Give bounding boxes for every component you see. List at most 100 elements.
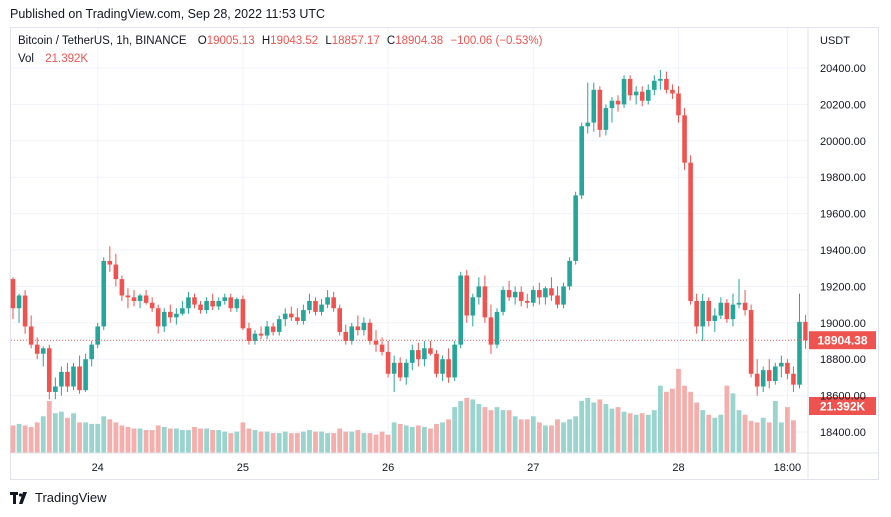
volume-bar	[742, 414, 748, 453]
volume-bar	[397, 423, 403, 453]
axes: 20400.00 20200.00 20000.00 19800.00 19600.00…	[11, 28, 878, 479]
candle	[591, 82, 597, 132]
candle	[537, 282, 542, 305]
volume-bar	[113, 422, 119, 453]
candle-body	[730, 304, 736, 320]
volume-bar	[186, 430, 191, 453]
price-chart[interactable]: 18904.38 21.392K 20400.00 20200.00 20000.00…	[0, 0, 891, 480]
candle-body	[186, 297, 191, 309]
volume-bar	[101, 416, 107, 453]
volume-bar	[28, 426, 34, 453]
volume-bar	[83, 422, 88, 453]
candle-body	[573, 195, 578, 261]
volume-bar	[549, 425, 554, 453]
volume-bar	[760, 417, 766, 453]
candle	[670, 84, 675, 99]
candle-body	[639, 91, 645, 101]
volume-bar	[464, 397, 470, 453]
candle-body	[803, 321, 808, 341]
candle-body	[40, 348, 46, 354]
candle-body	[367, 322, 373, 341]
candle-body	[543, 288, 548, 298]
candle-body	[773, 366, 778, 382]
volume-bar	[301, 431, 306, 453]
candle	[143, 290, 149, 305]
candle	[282, 308, 288, 327]
candle	[434, 350, 439, 378]
candle	[736, 279, 742, 309]
volume-bar	[52, 413, 58, 453]
candle-body	[113, 264, 119, 280]
last-volume-label: 21.392K	[820, 400, 866, 414]
volume-bar	[603, 404, 609, 453]
volume-bar	[573, 416, 579, 453]
candle-body	[373, 341, 379, 345]
candle-body	[603, 108, 609, 130]
candle-body	[95, 326, 100, 345]
candle-body	[658, 78, 663, 81]
volume-bar	[561, 422, 566, 453]
candle	[174, 308, 179, 325]
candle-body	[506, 290, 512, 298]
candle-body	[313, 300, 318, 312]
candle	[10, 277, 16, 320]
candle	[16, 293, 22, 323]
candle	[22, 290, 28, 334]
volume-bar	[270, 433, 276, 453]
currency-label: USDT	[820, 35, 850, 47]
volume-bar	[355, 430, 361, 453]
candle	[706, 297, 712, 327]
candle	[343, 324, 349, 345]
candle	[766, 359, 772, 389]
candle	[192, 293, 197, 309]
volume-bar	[712, 417, 718, 453]
volume-bar	[313, 431, 318, 453]
volume-bar	[288, 433, 294, 453]
candle	[210, 293, 215, 311]
candle-body	[488, 317, 494, 345]
volume-bar	[778, 422, 784, 453]
candle	[561, 282, 566, 309]
candle-body	[53, 386, 58, 392]
candle	[609, 97, 615, 123]
candle-body	[192, 297, 197, 305]
candle	[682, 108, 687, 170]
volume-bar	[216, 430, 222, 453]
volume-bar	[125, 426, 131, 453]
volume-bar	[46, 400, 52, 453]
candle-body	[355, 326, 361, 331]
legend-ohlc: Bitcoin / TetherUS, 1h, BINANCE O19005.1…	[18, 35, 542, 47]
candle	[494, 308, 500, 349]
candle-body	[71, 366, 76, 387]
volume-bar	[210, 430, 216, 453]
candle	[258, 326, 264, 340]
candle-body	[694, 300, 699, 327]
volume-bar	[264, 431, 270, 453]
candle	[694, 293, 699, 334]
legend-high-value: 19043.52	[270, 35, 319, 47]
volume-bar	[633, 414, 639, 453]
volume-bar	[736, 410, 742, 453]
candle-body	[797, 321, 802, 385]
volume-bar	[71, 413, 76, 453]
candle	[779, 355, 784, 378]
x-tick-label: 26	[382, 462, 394, 474]
volume-bar	[639, 413, 645, 453]
candle-body	[161, 311, 167, 327]
candle-body	[627, 78, 633, 96]
candle	[410, 344, 415, 371]
x-tick-label: 24	[92, 462, 104, 474]
volume-bar	[107, 419, 113, 453]
volume-bar	[204, 428, 209, 453]
candle	[470, 293, 476, 327]
volume-bar	[385, 434, 391, 453]
footer[interactable]: TradingView	[10, 490, 107, 505]
candle	[531, 286, 536, 307]
candle-body	[83, 359, 88, 391]
candle	[295, 308, 300, 325]
volume-bar	[512, 416, 518, 453]
candle	[785, 359, 790, 380]
volume-bar	[446, 419, 451, 453]
y-tick-label: 19600.00	[820, 209, 866, 221]
candle	[289, 306, 294, 321]
